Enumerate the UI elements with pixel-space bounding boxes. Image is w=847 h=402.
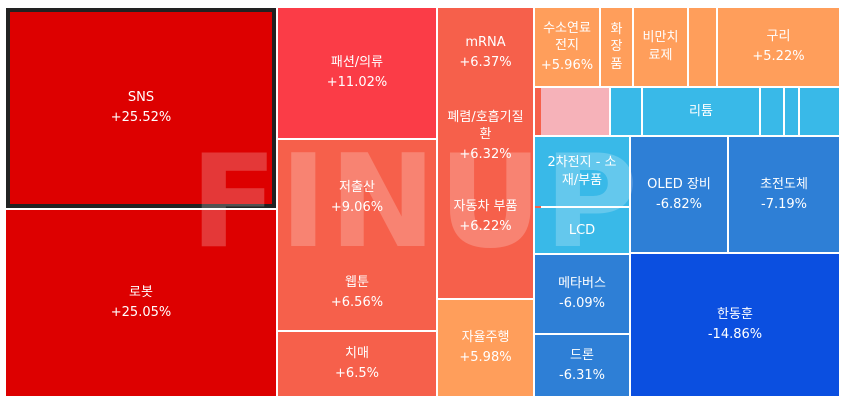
tile-blank-22[interactable] [761,88,783,135]
tile-label: 한동훈 [717,307,753,323]
tile-구리[interactable]: 구리 +5.22% [718,8,839,86]
tile-label: mRNA [465,35,506,51]
tile-sns[interactable]: SNS +25.52% [6,8,276,208]
tile-value: +6.32% [459,146,512,162]
tile-value: -6.31% [559,367,605,383]
tile-label: 저출산 [339,180,375,196]
tile-label: LCD [568,222,596,238]
tile-메타버스[interactable]: 메타버스 -6.09% [535,255,629,333]
tile-label: 패션/의류 [330,55,384,71]
tile-value: +9.06% [330,200,384,215]
tile-label: 자동차 부품 [453,199,518,215]
tile-저출산[interactable]: 저출산 +9.06% [278,140,436,256]
tile-value: -6.09% [559,296,605,311]
tile-blank-23[interactable] [785,88,798,135]
tile-value: +11.02% [326,75,388,90]
tile-수소연료전지[interactable]: 수소연료 전지 +5.96% [535,8,599,86]
tile-치매[interactable]: 치매 +6.5% [278,332,436,396]
tile-label: 자율주행 [461,330,510,346]
tile-패션-의류[interactable]: 패션/의류 +11.02% [278,8,436,138]
tile-value: +5.98% [459,350,512,365]
tile-value: +6.56% [330,295,384,310]
tile-label: 리튬 [689,103,713,119]
tile-2차전지-소재-부품[interactable]: 2차전지 - 소 재/부품 [535,137,629,206]
tile-초전도체[interactable]: 초전도체 -7.19% [729,137,839,252]
tile-value: +25.05% [110,305,172,320]
tile-웹툰[interactable]: 웹툰 +6.56% [278,256,436,330]
tile-드론[interactable]: 드론 -6.31% [535,335,629,396]
tile-label: SNS [127,90,155,106]
tile-value: +5.96% [540,57,594,73]
tile-label: 로봇 [129,285,153,301]
tile-자율주행[interactable]: 자율주행 +5.98% [438,300,533,396]
tile-label: 드론 [570,347,594,363]
tile-blank-13[interactable] [689,8,716,86]
tile-value: +6.22% [459,219,512,234]
tile-label: 웹툰 [345,275,369,291]
tile-label: 수소연료 전지 [543,20,591,54]
tile-자동차-부품[interactable]: 자동차 부품 +6.22% [438,174,533,260]
tile-blank-24[interactable] [800,88,839,135]
tile-value: -6.82% [656,196,702,212]
tile-label: 폐렴/호흡기질 환 [447,109,524,143]
tile-label: 2차전지 - 소 재/부품 [547,154,617,188]
tile-blank-20[interactable] [611,88,641,135]
tile-oled-장비[interactable]: OLED 장비 -6.82% [631,137,727,252]
tile-lcd[interactable]: LCD [535,208,629,253]
tile-label: 치매 [345,346,369,362]
tile-비만치료제[interactable]: 비만치 료제 [634,8,687,86]
tile-value: +25.52% [110,110,172,125]
tile-value: +6.37% [459,55,512,70]
tile-blank-16[interactable] [535,88,541,135]
tile-label: OLED 장비 [647,176,711,192]
tile-blank-19[interactable] [541,88,609,135]
tile-blank-15[interactable] [438,260,533,298]
tile-value: +6.5% [335,366,379,381]
tile-한동훈[interactable]: 한동훈 -14.86% [631,254,839,396]
tile-폐렴-호흡기질환[interactable]: 폐렴/호흡기질 환 +6.32% [438,98,533,174]
tile-value: -7.19% [761,196,807,212]
tile-label: 초전도체 [760,176,808,192]
tile-value: +5.22% [752,49,805,64]
tile-label: 구리 [766,29,791,45]
tile-mrna[interactable]: mRNA +6.37% [438,8,533,98]
tile-label: 메타버스 [558,276,606,292]
tile-label: 비만치 료제 [642,30,679,63]
tile-리튬[interactable]: 리튬 [643,88,759,135]
tile-value: -14.86% [707,327,763,342]
tile-로봇[interactable]: 로봇 +25.05% [6,210,276,396]
